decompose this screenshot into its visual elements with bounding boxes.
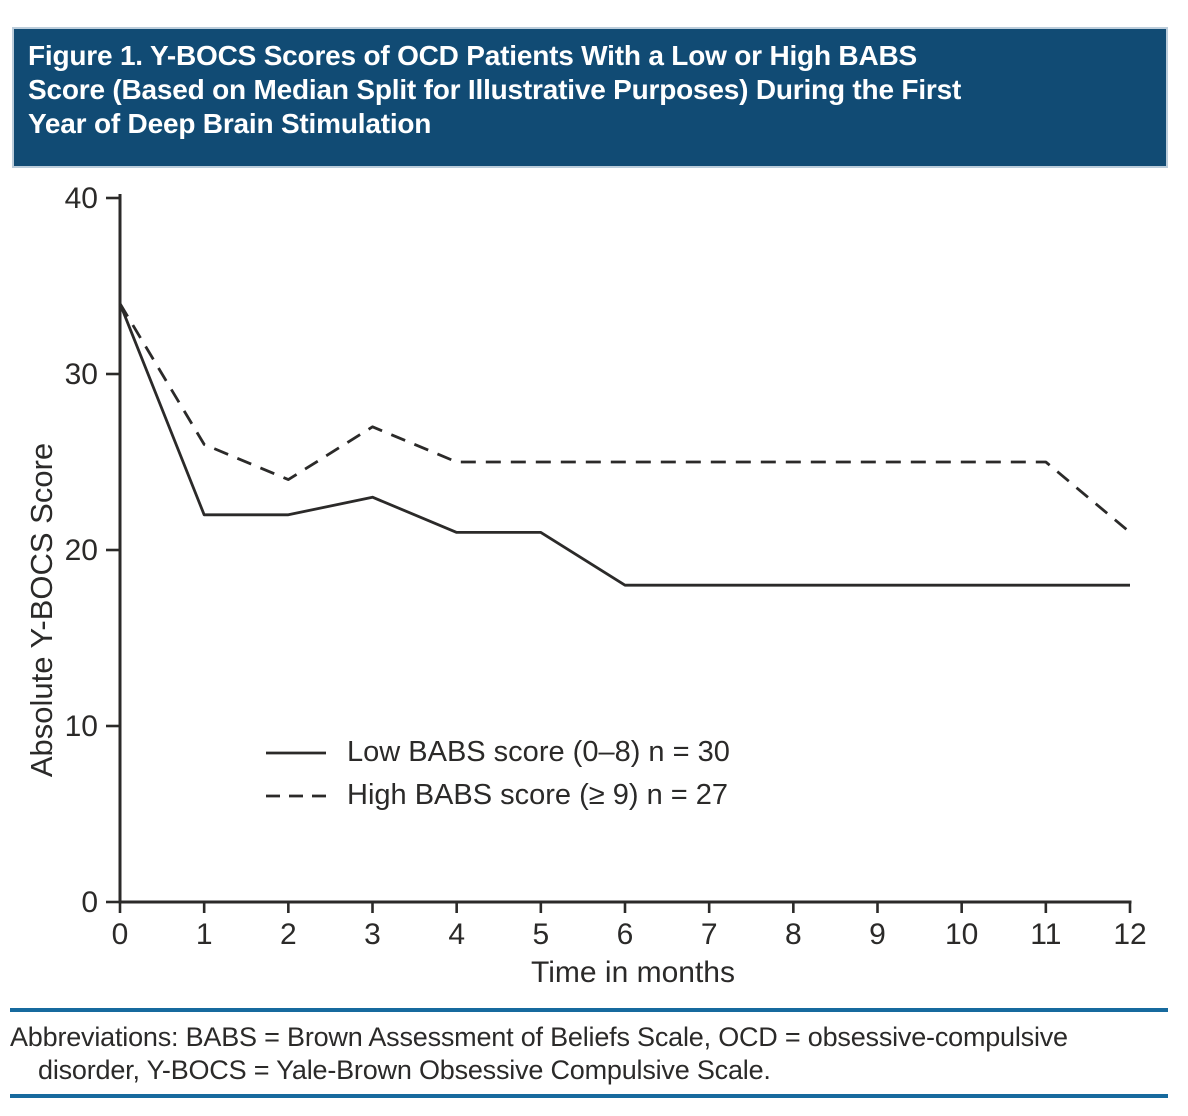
legend-item-high-babs: High BABS score (≥ 9) n = 27 [266, 774, 730, 817]
abbreviations-note: Abbreviations: BABS = Brown Assessment o… [10, 1022, 1068, 1085]
solid-line-sample [266, 751, 326, 754]
x-tick-label: 1 [196, 918, 213, 951]
x-tick-label: 5 [532, 918, 549, 951]
x-tick-label: 9 [869, 918, 886, 951]
legend-item-low-babs: Low BABS score (0–8) n = 30 [266, 731, 730, 774]
x-tick-label: 2 [280, 918, 297, 951]
x-tick-label: 10 [945, 918, 978, 951]
y-axis-title: Absolute Y-BOCS Score [24, 443, 59, 777]
dashed-line-sample [266, 794, 326, 797]
y-tick-label: 40 [65, 182, 98, 215]
chart-legend: Low BABS score (0–8) n = 30 High BABS sc… [266, 731, 730, 817]
x-tick-label: 7 [701, 918, 718, 951]
divider-top [10, 1008, 1168, 1012]
x-tick-label: 12 [1113, 918, 1146, 951]
y-tick-label: 0 [81, 886, 98, 919]
series-line-high-babs [118, 302, 1131, 534]
y-tick-label: 30 [65, 358, 98, 391]
y-tick-label: 10 [65, 710, 98, 743]
divider-bottom [10, 1094, 1168, 1098]
x-tick-label: 4 [448, 918, 465, 951]
x-tick-label: 11 [1030, 918, 1061, 951]
series-line-low-babs [118, 303, 1130, 587]
x-tick-label: 0 [112, 918, 129, 951]
x-axis-title: Time in months [531, 956, 735, 989]
legend-label-low-babs: Low BABS score (0–8) n = 30 [347, 736, 730, 768]
x-tick-label: 8 [785, 918, 802, 951]
x-tick-label: 3 [364, 918, 381, 951]
x-tick-label: 6 [617, 918, 634, 951]
legend-label-high-babs: High BABS score (≥ 9) n = 27 [347, 779, 729, 811]
figure-title: Figure 1. Y-BOCS Scores of OCD Patients … [12, 27, 1168, 168]
y-tick-label: 20 [65, 534, 98, 567]
